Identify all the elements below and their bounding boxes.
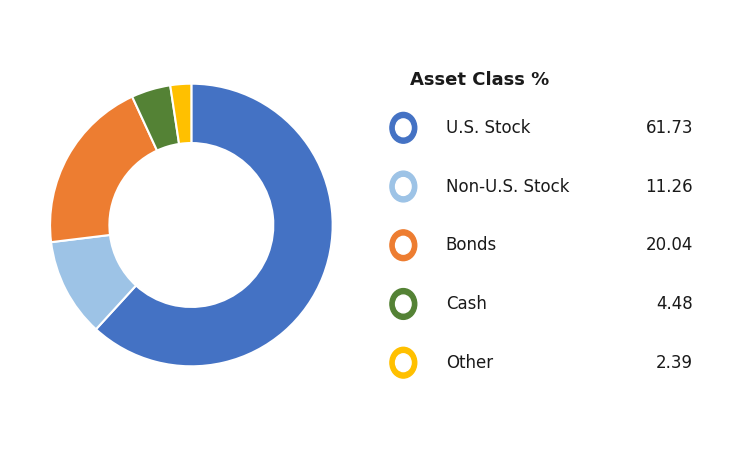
Circle shape: [390, 347, 417, 378]
Wedge shape: [51, 235, 136, 329]
Circle shape: [395, 354, 411, 372]
Text: 2.39: 2.39: [656, 354, 693, 372]
Text: 20.04: 20.04: [645, 236, 693, 254]
Circle shape: [390, 112, 417, 143]
Circle shape: [390, 288, 417, 319]
Circle shape: [395, 119, 411, 137]
Wedge shape: [96, 84, 333, 366]
Wedge shape: [132, 86, 179, 151]
Circle shape: [395, 236, 411, 254]
Text: 11.26: 11.26: [645, 177, 693, 195]
Text: Non-U.S. Stock: Non-U.S. Stock: [446, 177, 569, 195]
Circle shape: [390, 171, 417, 202]
Text: Other: Other: [446, 354, 493, 372]
Wedge shape: [50, 97, 157, 242]
Text: Bonds: Bonds: [446, 236, 497, 254]
Text: Cash: Cash: [446, 295, 486, 313]
Circle shape: [390, 230, 417, 261]
Text: Asset Class %: Asset Class %: [411, 71, 550, 89]
Text: 61.73: 61.73: [645, 119, 693, 137]
Circle shape: [395, 295, 411, 313]
Circle shape: [395, 178, 411, 195]
Text: 4.48: 4.48: [657, 295, 693, 313]
Text: U.S. Stock: U.S. Stock: [446, 119, 530, 137]
Wedge shape: [170, 84, 191, 144]
